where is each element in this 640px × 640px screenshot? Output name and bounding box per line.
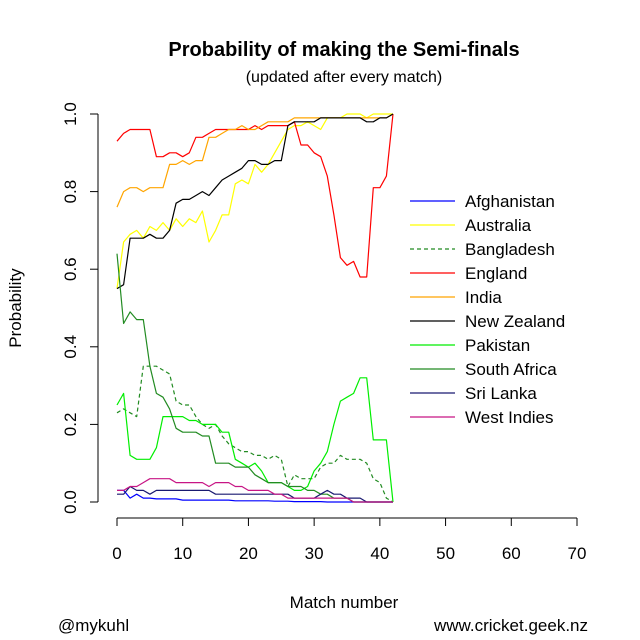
- x-axis-label: Match number: [290, 593, 399, 612]
- chart-subtitle: (updated after every match): [246, 69, 443, 86]
- series-line-south-africa: [116, 253, 393, 503]
- y-tick-label: 1.0: [61, 102, 80, 126]
- y-tick-label: 0.8: [61, 180, 80, 204]
- legend-label-bangladesh: Bangladesh: [465, 240, 555, 259]
- x-tick-label: 50: [436, 544, 455, 563]
- y-tick-label: 0.0: [61, 490, 80, 514]
- legend-label-south-africa: South Africa: [465, 360, 557, 379]
- x-tick-label: 30: [305, 544, 324, 563]
- x-tick-label: 70: [568, 544, 587, 563]
- legend-label-sri-lanka: Sri Lanka: [465, 384, 537, 403]
- legend: Afghanistan Australia Bangladesh England Ind…: [410, 192, 565, 427]
- y-axis-label: Probability: [6, 268, 25, 348]
- legend-label-afghanistan: Afghanistan: [465, 192, 555, 211]
- series-line-bangladesh: [116, 365, 394, 503]
- legend-label-india: India: [465, 288, 502, 307]
- series-line-australia: [116, 113, 393, 289]
- legend-label-west-indies: West Indies: [465, 408, 554, 427]
- chart-title: Probability of making the Semi-finals: [168, 39, 519, 61]
- legend-label-australia: Australia: [465, 216, 532, 235]
- x-tick-label: 20: [239, 544, 258, 563]
- y-axis: 0.0 0.2 0.4 0.6 0.8 1.0: [61, 102, 99, 514]
- x-tick-label: 40: [370, 544, 389, 563]
- series-line-afghanistan: [117, 489, 393, 503]
- legend-label-england: England: [465, 264, 527, 283]
- x-tick-label: 60: [502, 544, 521, 563]
- credit-handle: @mykuhl: [58, 616, 129, 635]
- y-tick-label: 0.2: [61, 413, 80, 437]
- series-line-england: [116, 113, 394, 278]
- series-line-pakistan: [116, 377, 394, 503]
- legend-label-new-zealand: New Zealand: [465, 312, 565, 331]
- credit-website: www.cricket.geek.nz: [433, 616, 588, 635]
- series-line-new-zealand: [116, 113, 394, 290]
- x-tick-label: 0: [112, 544, 121, 563]
- x-tick-label: 10: [173, 544, 192, 563]
- legend-label-pakistan: Pakistan: [465, 336, 530, 355]
- y-tick-label: 0.4: [61, 335, 80, 359]
- series-layer: [116, 113, 394, 503]
- x-axis: 0 10 20 30 40 50 60 70: [112, 517, 587, 563]
- y-tick-label: 0.6: [61, 257, 80, 281]
- series-line-west-indies: [117, 478, 393, 503]
- series-line-sri-lanka: [117, 485, 393, 503]
